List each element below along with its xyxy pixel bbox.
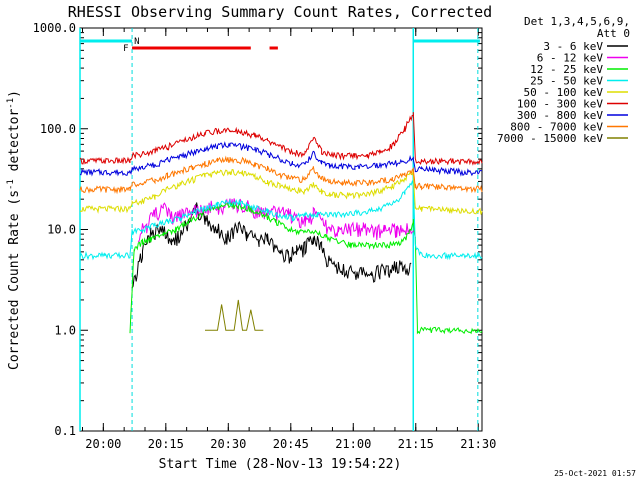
attenuator-interval-label: N: [134, 37, 139, 47]
x-tick-label: 20:15: [148, 437, 184, 451]
series-line-25-50-kev: [79, 180, 483, 261]
x-tick-label: 21:00: [335, 437, 371, 451]
x-axis-label: Start Time (28-Nov-13 19:54:22): [159, 457, 402, 472]
series-line-50-100-kev: [79, 169, 483, 215]
y-axis-label-main: Corrected Count Rate (s: [7, 190, 22, 370]
y-axis-label: Corrected Count Rate (s-1 detector-1): [6, 90, 22, 370]
legend-label: 12 - 25 keV: [530, 63, 603, 76]
legend-label: 800 - 7000 keV: [510, 121, 603, 134]
x-tick-label: 21:15: [398, 437, 434, 451]
legend-label: 25 - 50 keV: [530, 75, 603, 88]
legend-label: 50 - 100 keV: [524, 86, 604, 99]
series-line-3-6-kev: [131, 202, 412, 289]
y-tick-label: 100.0: [40, 122, 76, 136]
series-line-100-300-kev: [79, 112, 483, 166]
x-tick-label: 20:30: [210, 437, 246, 451]
legend-label: 7000 - 15000 keV: [497, 132, 603, 145]
legend-label: 3 - 6 keV: [543, 40, 603, 53]
y-tick-label: 1.0: [54, 323, 76, 337]
legend-subtitle: Att 0: [597, 27, 630, 40]
plot-frame: [79, 27, 483, 432]
legend-label: 6 - 12 keV: [537, 52, 604, 65]
x-tick-label: 20:00: [85, 437, 121, 451]
legend-label: 300 - 800 keV: [517, 109, 603, 122]
y-tick-label: 1000.0: [33, 21, 76, 35]
series-line-7000-15000-kev: [205, 299, 264, 331]
y-axis-label-sup2: -1: [6, 98, 16, 109]
x-tick-label: 20:45: [273, 437, 309, 451]
series-line-300-800-kev: [79, 141, 483, 177]
y-axis-label-sup1: -1: [6, 179, 16, 190]
footer-timestamp: 25-Oct-2021 01:57: [554, 469, 636, 478]
series-line-800-7000-kev: [79, 155, 483, 195]
legend-title: Det 1,3,4,5,6,9,: [524, 15, 630, 28]
series-line-12-25-kev: [129, 202, 483, 335]
y-tick-label: 10.0: [47, 223, 76, 237]
chart-title: RHESSI Observing Summary Count Rates, Co…: [68, 3, 492, 21]
x-tick-label: 21:30: [460, 437, 496, 451]
plot-area: 0.1 1.0 10.0 100.0 1000.0 20:00 20:15 20:30 20:4…: [33, 21, 497, 451]
y-axis-label-mid: detector: [7, 109, 22, 180]
flare-interval-label: F: [123, 44, 128, 54]
legend-label: 100 - 300 keV: [517, 98, 603, 111]
y-tick-label: 0.1: [54, 424, 76, 438]
y-axis-label-end: ): [7, 90, 22, 98]
